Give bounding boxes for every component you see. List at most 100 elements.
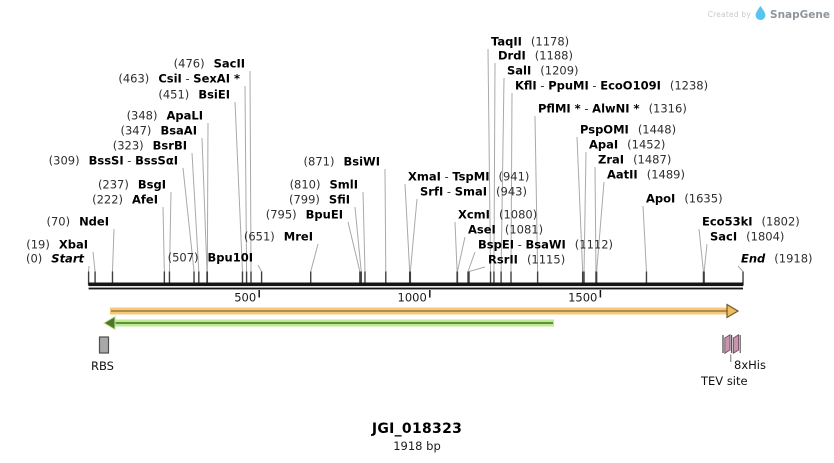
site-label-TaqII[interactable]: TaqII (1178) — [491, 34, 569, 49]
site-label-SrfI[interactable]: SrfI - SmaI (943) — [420, 184, 527, 199]
site-label-BsiWI[interactable]: (871) BsiWI — [303, 154, 380, 169]
site-position: (871) — [303, 154, 335, 169]
site-leader-line — [111, 228, 115, 272]
site-leader-line — [703, 243, 708, 272]
site-leader-line — [698, 228, 704, 272]
site-leader-line — [384, 168, 387, 272]
site-position: (1802) — [761, 214, 800, 229]
site-label-Start[interactable]: (0) Start — [25, 251, 84, 266]
site-leader-line — [310, 243, 319, 272]
site-leader-line — [594, 166, 597, 272]
created-by-text: Created by — [707, 10, 752, 19]
enzyme-name: AlwNI * — [592, 101, 640, 116]
enzyme-name: EcoO109I — [600, 78, 661, 93]
site-position: (1487) — [633, 152, 672, 167]
site-label-End[interactable]: End (1918) — [741, 251, 813, 266]
site-label-XbaI[interactable]: (19) XbaI — [26, 237, 88, 252]
site-label-MreI[interactable]: (651) MreI — [244, 230, 313, 244]
site-label-SmlI[interactable]: (810) SmlI — [290, 178, 358, 192]
sequence-name: JGI_018323 — [371, 421, 463, 437]
site-position: (0) — [25, 251, 43, 266]
site-label-BpuEI[interactable]: (795) BpuEI — [266, 208, 343, 222]
site-label-AatII[interactable]: AatII (1489) — [607, 167, 685, 182]
site-label-XcmI[interactable]: XcmI (1080) — [458, 208, 537, 222]
snapgene-watermark: Created by SnapGene — [708, 5, 830, 24]
site-label-BssSI[interactable]: (309) BssSI - BssSαI — [49, 153, 178, 168]
site-label-BspEI[interactable]: BspEI - BsaWI (1112) — [478, 237, 613, 252]
site-position: (1316) — [648, 101, 687, 116]
site-leader-line — [467, 251, 476, 272]
enzyme-name: BssSαI — [135, 153, 178, 168]
site-label-AfeI[interactable]: (222) AfeI — [92, 192, 158, 207]
site-leader-line — [162, 206, 165, 272]
site-position: (222) — [92, 192, 124, 207]
site-leader-line — [244, 85, 248, 272]
site-leader-line — [92, 251, 96, 272]
enzyme-name: SexAI * — [193, 71, 240, 86]
site-label-ApaI[interactable]: ApaI (1452) — [589, 137, 665, 152]
enzyme-name: BsgI — [137, 177, 166, 192]
site-label-PspOMI[interactable]: PspOMI (1448) — [580, 123, 676, 137]
site-label-Eco53kI[interactable]: Eco53kI (1802) — [702, 214, 800, 229]
site-position: (1238) — [669, 78, 709, 93]
site-label-RsrII[interactable]: RsrII (1115) — [488, 252, 566, 267]
site-label-SfiI[interactable]: (799) SfiI — [289, 193, 350, 207]
enzyme-name: BsaWI — [525, 237, 566, 252]
enzyme-name: TaqII — [491, 34, 522, 49]
site-position: (323) — [112, 138, 144, 153]
enzyme-name: ZraI — [598, 152, 625, 167]
reverse-arrow-head[interactable] — [103, 315, 116, 331]
site-position: (19) — [26, 237, 50, 252]
site-label-ApoI[interactable]: ApoI (1635) — [646, 191, 723, 206]
site-leader-line — [347, 221, 361, 272]
enzyme-name: ApaLI — [166, 108, 204, 123]
site-label-BsrBI[interactable]: (323) BsrBI — [112, 138, 187, 153]
enzyme-name: End — [741, 251, 766, 266]
tev-site-label[interactable]: TEV site — [701, 374, 748, 388]
enzyme-name: BspEI — [478, 237, 514, 252]
enzyme-name: CsiI — [158, 71, 182, 86]
site-label-CsiI[interactable]: (463) CsiI - SexAI * — [118, 71, 240, 86]
site-label-BsiEI[interactable]: (451) BsiEI — [158, 88, 230, 102]
enzyme-name: ApoI — [646, 191, 676, 206]
site-label-AseI[interactable]: AseI (1081) — [468, 223, 543, 237]
site-label-ApaLI[interactable]: (348) ApaLI — [126, 108, 204, 123]
site-position: (507) — [167, 250, 199, 265]
site-label-PflMI[interactable]: PflMI * - AlwNI * (1316) — [538, 101, 687, 116]
site-label-SacI[interactable]: SacI (1804) — [710, 230, 784, 244]
enzyme-name: BsrBI — [152, 138, 187, 153]
site-label-XmaI[interactable]: XmaI - TspMI (941) — [408, 170, 529, 184]
site-position: (70) — [46, 214, 71, 229]
his-tag-box[interactable] — [732, 333, 740, 355]
site-label-BsaAI[interactable]: (347) BsaAI — [121, 124, 198, 138]
enzyme-name: DrdI — [498, 48, 526, 63]
site-label-SacII[interactable]: (476) SacII — [173, 56, 245, 71]
enzyme-name: BssSI — [88, 153, 124, 168]
site-label-SalI[interactable]: SalI (1209) — [507, 63, 579, 78]
snapgene-brand-text: SnapGene — [770, 8, 830, 21]
site-position: (1918) — [774, 251, 813, 266]
site-label-NdeI[interactable]: (70) NdeI — [46, 214, 109, 229]
site-label-BsgI[interactable]: (237) BsgI — [98, 177, 166, 192]
his-tag-label[interactable]: 8xHis — [734, 358, 766, 372]
site-position: (1115) — [526, 252, 566, 267]
site-position: (348) — [126, 108, 158, 123]
site-label-DrdI[interactable]: DrdI (1188) — [498, 48, 573, 63]
site-leader-line — [191, 152, 200, 272]
site-leader-line — [583, 151, 587, 272]
separator: - — [123, 153, 136, 168]
sequence-line-lower — [88, 287, 744, 290]
enzyme-name: AatII — [607, 167, 638, 182]
enzyme-name: SmaI — [454, 184, 488, 199]
site-leader-line — [168, 191, 172, 272]
site-position: (476) — [173, 56, 205, 71]
orf-arrow-head[interactable] — [726, 303, 740, 319]
enzyme-name: ApaI — [589, 137, 619, 152]
rbs-box[interactable] — [98, 336, 110, 354]
site-label-ZraI[interactable]: ZraI (1487) — [598, 152, 672, 167]
rbs-label[interactable]: RBS — [91, 359, 114, 373]
site-label-KflI[interactable]: KflI - PpuMI - EcoO109I (1238) — [515, 78, 709, 93]
site-label-Bpu10I[interactable]: (507) Bpu10I — [167, 250, 253, 265]
tev-site-box[interactable] — [724, 333, 731, 355]
enzyme-name: SalI — [507, 63, 532, 78]
